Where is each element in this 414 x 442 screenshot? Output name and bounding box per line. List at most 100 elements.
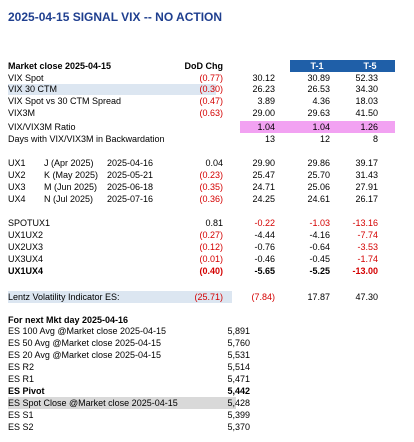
value: (25.71) [194,292,223,302]
expiry: 2025-07-16 [107,194,154,204]
value: (0.30) [199,84,223,94]
row-label: SPOTUX1 [8,218,51,228]
value: 31.43 [355,170,378,180]
row-label: UX1UX2 [8,230,44,240]
value: 5,514 [227,362,250,372]
value: 3.89 [257,96,275,106]
row-label: UX3 [8,182,26,192]
value: 41.50 [355,108,378,118]
value: 52.33 [355,73,378,83]
value: 13 [264,134,275,144]
value: 30.89 [307,73,330,83]
column-header: T-1 [310,61,324,71]
value: 25.70 [307,170,330,180]
value: 26.53 [307,84,330,94]
value: 1.26 [360,122,378,132]
contract: N (Jul 2025) [44,194,94,204]
row-label: UX1UX4 [8,266,44,276]
value: -5.25 [309,266,330,276]
value: 26.23 [252,84,275,94]
value: (0.23) [199,170,223,180]
value: (0.35) [199,182,223,192]
row-label: ES Spot Close @Market close 2025-04-15 [8,398,178,408]
title: 2025-04-15 SIGNAL VIX -- NO ACTION [8,10,223,24]
expiry: 2025-04-16 [107,158,154,168]
value: 25.06 [307,182,330,192]
value: 24.25 [252,194,275,204]
contract: K (May 2025) [44,170,99,180]
value: -0.46 [254,254,275,264]
value: 1.04 [312,122,330,132]
header-band [290,60,395,72]
value: 12 [319,134,330,144]
value: 30.12 [252,73,275,83]
value: 18.03 [355,96,378,106]
row-label: ES 50 Avg @Market close 2025-04-15 [8,338,162,348]
value: 0.81 [205,218,223,228]
value: -13.16 [352,218,378,228]
value: -4.16 [309,230,330,240]
row-highlight [8,84,216,95]
value: 5,428 [227,398,250,408]
value: 29.63 [307,108,330,118]
value: 24.61 [307,194,330,204]
row-label: VIX3M [8,108,36,118]
value: (0.40) [199,266,223,276]
value: 5,442 [227,386,250,396]
value: 24.71 [252,182,275,192]
value: -0.76 [254,242,275,252]
row-label: Lentz Volatility Indicator ES: [8,292,120,302]
row-label: ES R2 [8,362,35,372]
row-label: ES R1 [8,374,35,384]
section-heading: For next Mkt day 2025-04-16 [8,315,129,325]
row-label: VIX/VIX3M Ratio [8,122,76,132]
value: -3.53 [357,242,378,252]
row-label: ES Pivot [8,386,45,396]
row-label: UX2 [8,170,26,180]
value: (0.01) [199,254,223,264]
value: -0.64 [309,242,330,252]
value: 5,531 [227,350,250,360]
value: 5,471 [227,374,250,384]
value: 29.00 [252,108,275,118]
value: (0.63) [199,108,223,118]
value: (0.77) [199,73,223,83]
row-highlight [8,291,232,303]
value: 4.36 [312,96,330,106]
value: 1.04 [257,122,275,132]
value: -13.00 [352,266,378,276]
value: 0.04 [205,158,223,168]
row-label: VIX Spot vs 30 CTM Spread [8,96,122,106]
value: -7.74 [357,230,378,240]
value: 8 [372,134,378,144]
row-label: UX4 [8,194,26,204]
value: 5,399 [227,410,250,420]
contract: M (Jun 2025) [44,182,98,192]
value: -1.74 [357,254,378,264]
value: (0.12) [199,242,223,252]
value: 29.86 [307,158,330,168]
value: 47.30 [355,292,378,302]
value: (0.36) [199,194,223,204]
value: -0.45 [309,254,330,264]
expiry: 2025-05-21 [107,170,154,180]
section-heading: Market close 2025-04-15 [8,61,112,71]
row-label: ES S2 [8,422,34,432]
row-label: UX3UX4 [8,254,44,264]
contract: J (Apr 2025) [44,158,94,168]
row-label: ES S1 [8,410,34,420]
expiry: 2025-06-18 [107,182,154,192]
value: 17.87 [307,292,330,302]
row-label: UX2UX3 [8,242,44,252]
row-label: VIX 30 CTM [8,84,58,94]
value: 29.90 [252,158,275,168]
column-header: T-5 [363,61,377,71]
value: 27.91 [355,182,378,192]
row-label: Days with VIX/VIX3M in Backwardation [8,134,165,144]
row-label: ES 100 Avg @Market close 2025-04-15 [8,326,167,336]
value: 39.17 [355,158,378,168]
value: (0.47) [199,96,223,106]
row-highlight [8,397,236,409]
row-label: ES 20 Avg @Market close 2025-04-15 [8,350,162,360]
